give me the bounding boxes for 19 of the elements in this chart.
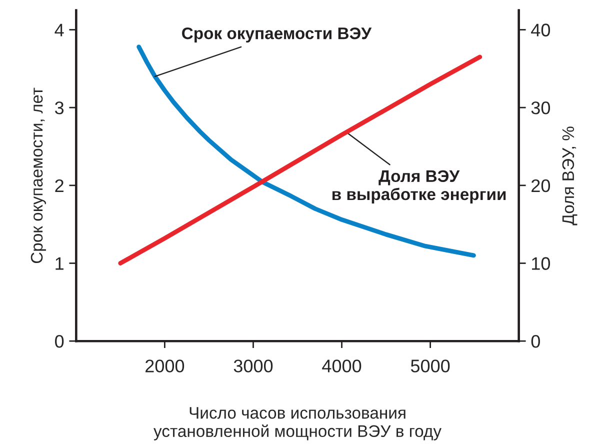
x-tick-label: 5000 (410, 360, 450, 372)
y-tick-label: 1 (56, 257, 64, 270)
x-tick-label: 2000 (146, 360, 184, 372)
y-tick-label: 4 (54, 24, 64, 36)
y-tick-label: 3 (55, 102, 64, 114)
y2-tick-label: 30 (531, 102, 550, 114)
x-tick-label: 4000 (322, 360, 362, 372)
annotation: Срок окупаемости ВЭУ (182, 27, 372, 43)
y2-tick-label: 20 (532, 179, 550, 192)
y-tick-label: 2 (55, 179, 64, 192)
x-axis-title: Число часов использования установленной мощности ВЭУ в году (154, 407, 442, 440)
x-tick-label: 3000 (234, 360, 273, 372)
y2-tick-label: 40 (531, 24, 550, 36)
annotation: Доля ВЭУ в выработке энергии (332, 170, 506, 204)
y2-tick-label: 10 (532, 257, 550, 270)
y-axis-title: Срок окупаемости, лет (30, 88, 46, 264)
y2-axis-title: Доля ВЭУ, % (562, 126, 578, 226)
y-tick-label: 0 (55, 334, 64, 348)
y2-tick-label: 0 (531, 334, 540, 348)
